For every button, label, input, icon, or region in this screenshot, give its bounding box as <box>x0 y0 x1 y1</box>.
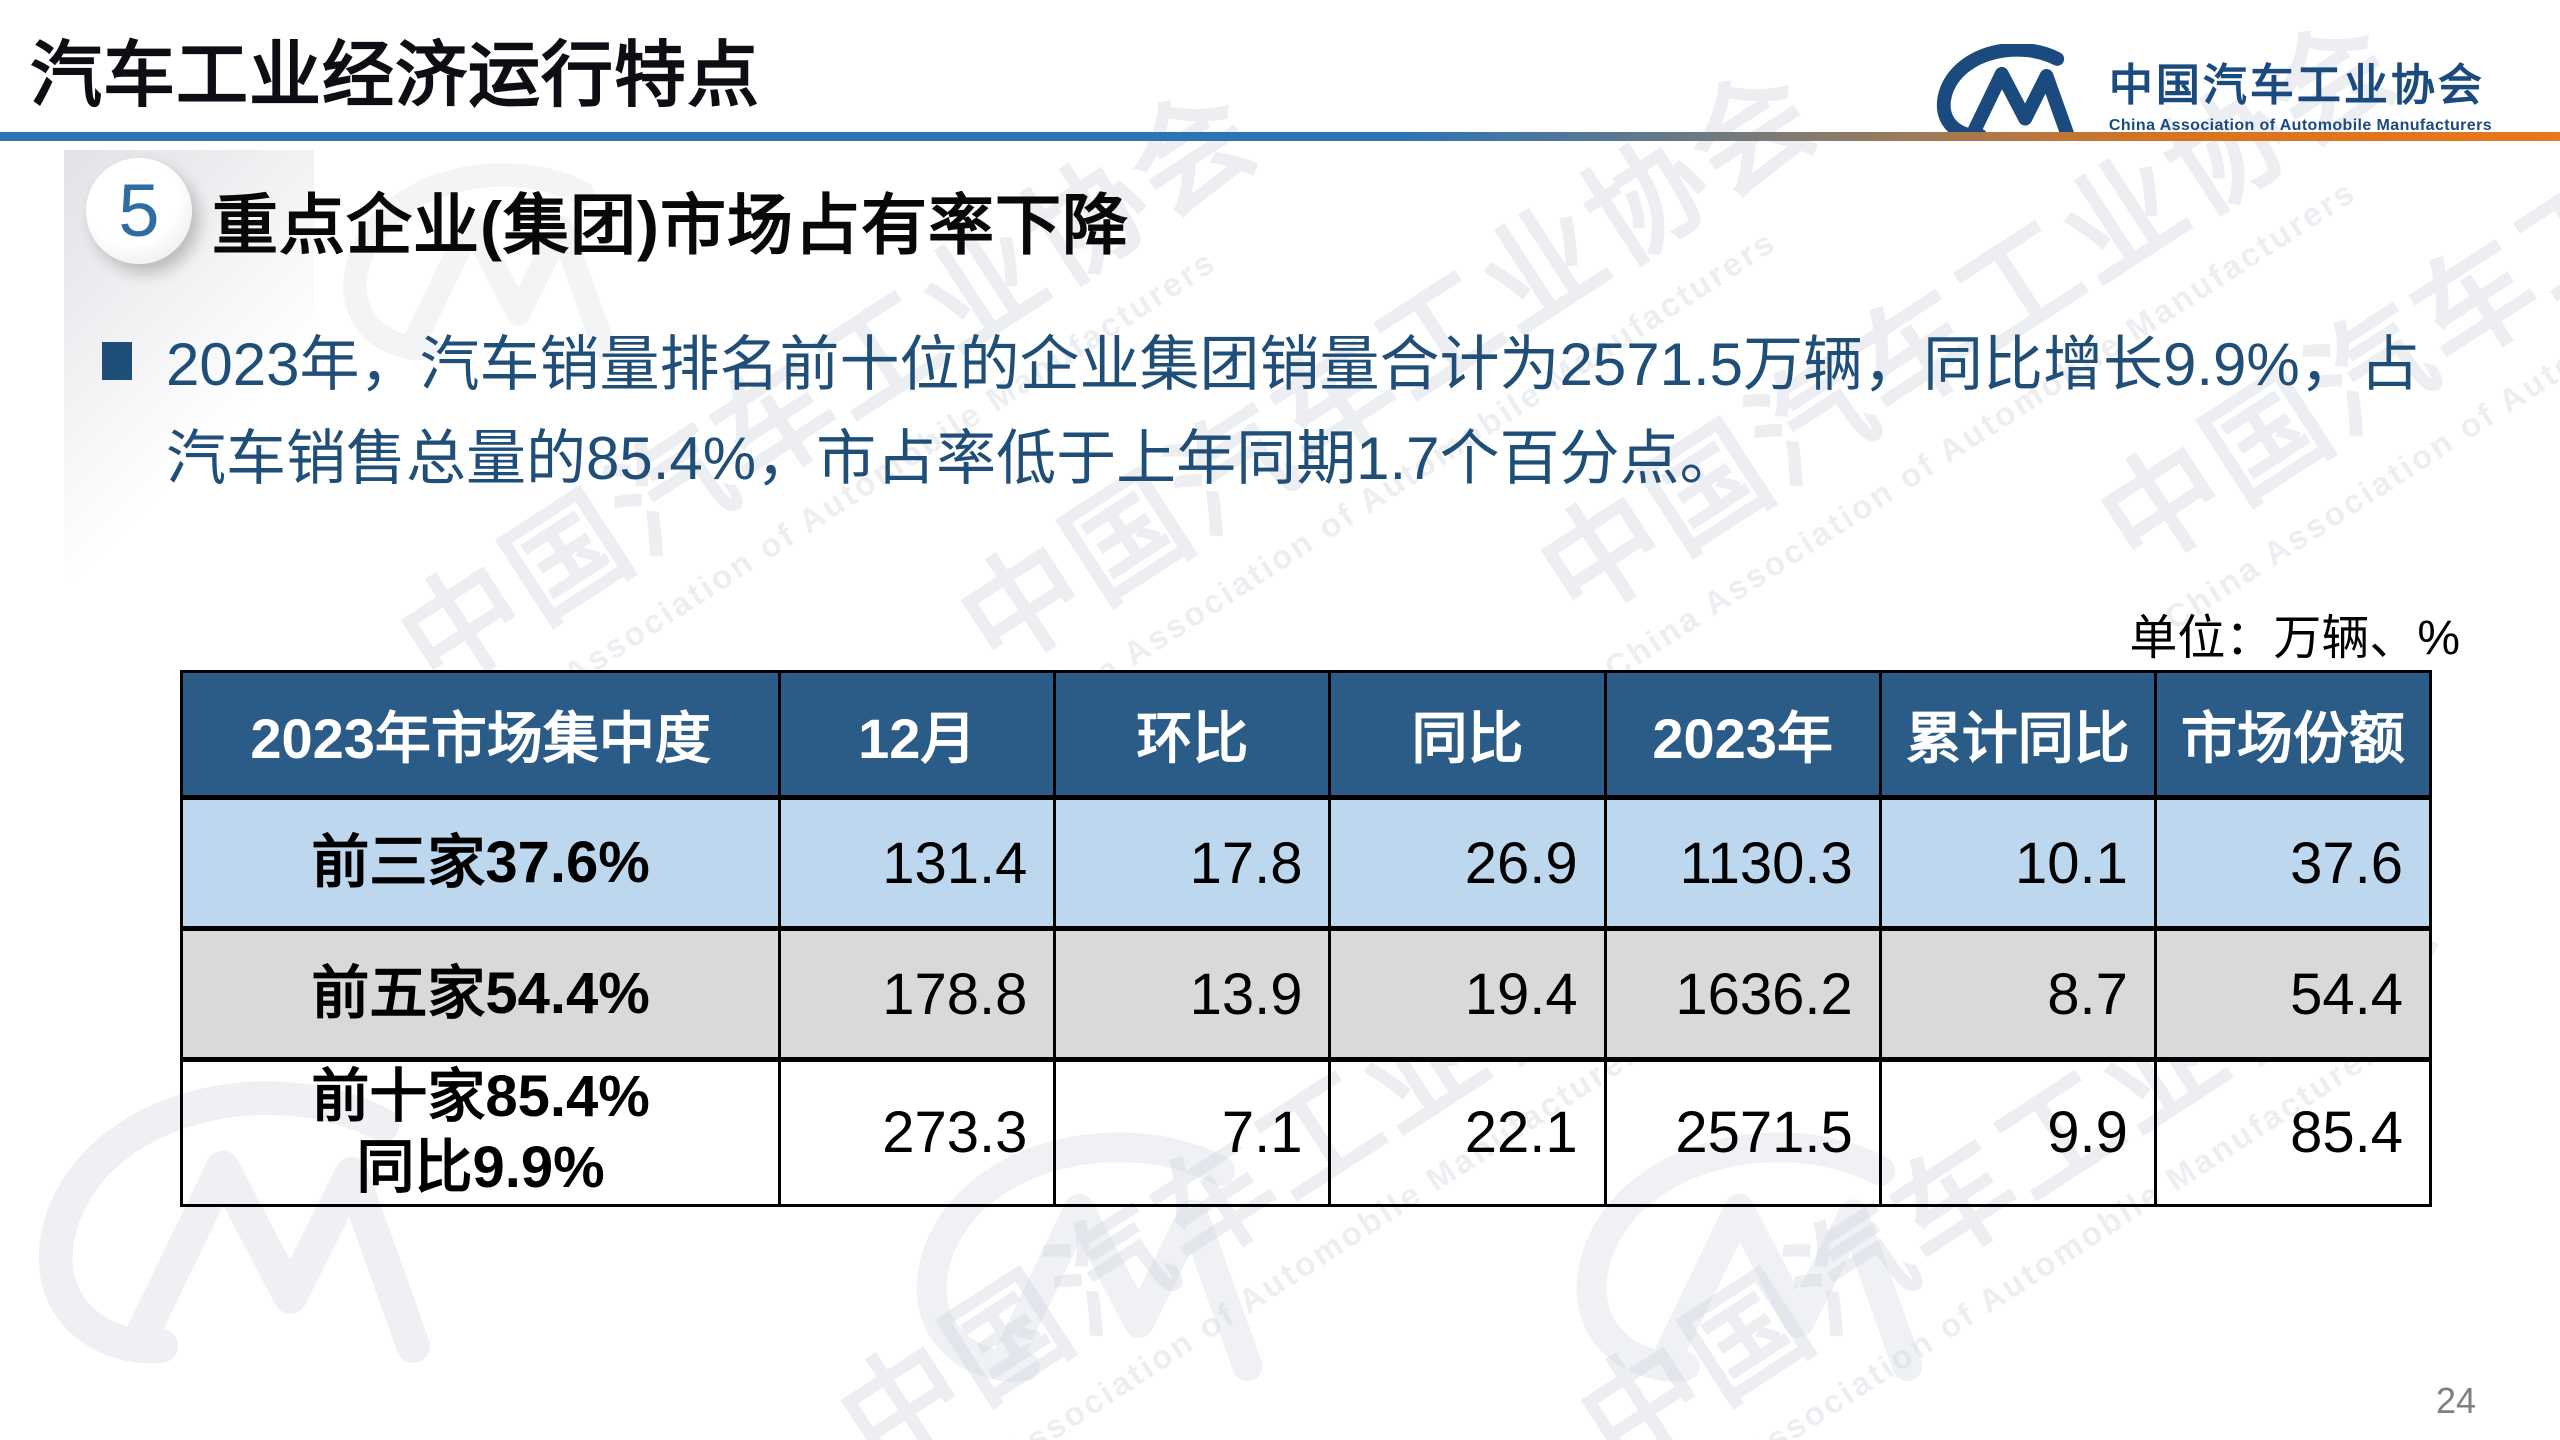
col-header-year: 2023年 <box>1603 670 1882 800</box>
col-header-mom: 环比 <box>1053 670 1332 800</box>
section-number: 5 <box>118 169 160 252</box>
page-number: 24 <box>2435 1380 2476 1421</box>
cell-value: 8.7 <box>1878 926 2157 1061</box>
cell-value: 2571.5 <box>1603 1057 1882 1207</box>
caam-logo-cn: 中国汽车工业协会 <box>2108 61 2485 110</box>
table-row-top3: 前三家37.6% 131.4 17.8 26.9 1130.3 10.1 37.… <box>179 796 2433 930</box>
unit-label: 单位：万辆、% <box>2129 612 2460 665</box>
bullet-text: 2023年，汽车销量排名前十位的企业集团销量合计为2571.5万辆，同比增长9.… <box>166 331 2420 492</box>
caam-logo: 中国汽车工业协会 China Association of Automobile… <box>1921 44 2492 140</box>
table-header-row: 2023年市场集中度 12月 环比 同比 2023年 累计同比 市场份额 <box>179 670 2433 800</box>
caam-logo-text: 中国汽车工业协会 China Association of Automobile… <box>2109 49 2492 135</box>
cell-value: 178.8 <box>778 926 1057 1061</box>
col-header-yoy: 同比 <box>1328 670 1607 800</box>
row-label: 前十家85.4% 同比9.9% <box>179 1057 782 1207</box>
caam-logo-mark-icon <box>1936 44 2075 140</box>
row-label-line1: 前十家85.4% <box>311 1064 650 1129</box>
row-label: 前五家54.4% <box>179 926 782 1061</box>
cell-value: 85.4 <box>2153 1057 2433 1207</box>
table-row-top5: 前五家54.4% 178.8 13.9 19.4 1636.2 8.7 54.4 <box>179 926 2433 1061</box>
bullet-square-icon <box>102 342 132 380</box>
col-header-concentration: 2023年市场集中度 <box>179 670 782 800</box>
page-title: 汽车工业经济运行特点 <box>30 36 761 116</box>
col-header-market-share: 市场份额 <box>2153 670 2433 800</box>
cell-value: 131.4 <box>778 796 1057 930</box>
section-number-badge: 5 <box>86 158 192 264</box>
row-label: 前三家37.6% <box>179 796 782 930</box>
cell-value: 54.4 <box>2153 926 2433 1061</box>
table: 2023年市场集中度 12月 环比 同比 2023年 累计同比 市场份额 前三家… <box>179 670 2433 1207</box>
caam-logo-en: China Association of Automobile Manufact… <box>2108 117 2492 134</box>
title-divider-line <box>0 132 2560 141</box>
cell-value: 1636.2 <box>1603 926 1882 1061</box>
cell-value: 22.1 <box>1328 1057 1607 1207</box>
cell-value: 17.8 <box>1053 796 1332 930</box>
cell-value: 26.9 <box>1328 796 1607 930</box>
bullet-paragraph: 2023年，汽车销量排名前十位的企业集团销量合计为2571.5万辆，同比增长9.… <box>102 318 2472 506</box>
cell-value: 273.3 <box>778 1057 1057 1207</box>
col-header-cumulative-yoy: 累计同比 <box>1878 670 2157 800</box>
table-row-top10: 前十家85.4% 同比9.9% 273.3 7.1 22.1 2571.5 9.… <box>179 1057 2433 1207</box>
cell-value: 9.9 <box>1878 1057 2157 1207</box>
section-heading: 重点企业(集团)市场占有率下降 <box>212 188 1129 262</box>
cell-value: 1130.3 <box>1603 796 1882 930</box>
market-concentration-table: 2023年市场集中度 12月 环比 同比 2023年 累计同比 市场份额 前三家… <box>179 670 2433 1207</box>
cell-value: 19.4 <box>1328 926 1607 1061</box>
cell-value: 37.6 <box>2153 796 2433 930</box>
row-label-line2: 同比9.9% <box>356 1134 605 1200</box>
cell-value: 10.1 <box>1878 796 2157 930</box>
col-header-december: 12月 <box>778 670 1057 800</box>
cell-value: 7.1 <box>1053 1057 1332 1207</box>
cell-value: 13.9 <box>1053 926 1332 1061</box>
